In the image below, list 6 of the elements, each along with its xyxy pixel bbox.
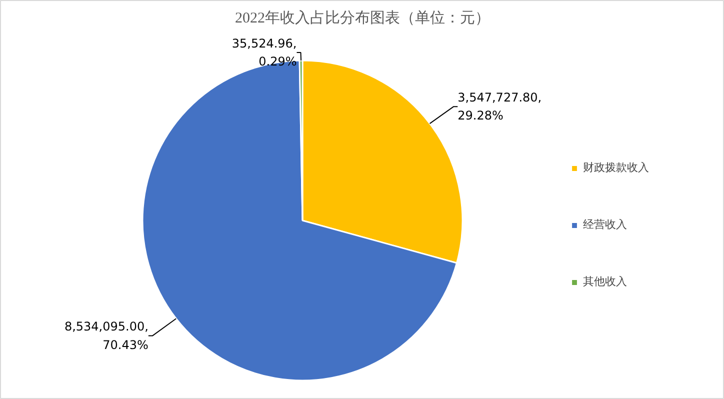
legend-label: 经营收入 [583, 217, 627, 232]
legend-label: 财政拨款收入 [583, 160, 649, 175]
legend-label: 其他收入 [583, 274, 627, 289]
data-label: 3,547,727.80, 29.28% [458, 90, 542, 123]
chart-title: 2022年收入占比分布图表（单位：元） [235, 10, 490, 26]
data-label: 8,534,095.00, 70.43% [64, 320, 148, 352]
